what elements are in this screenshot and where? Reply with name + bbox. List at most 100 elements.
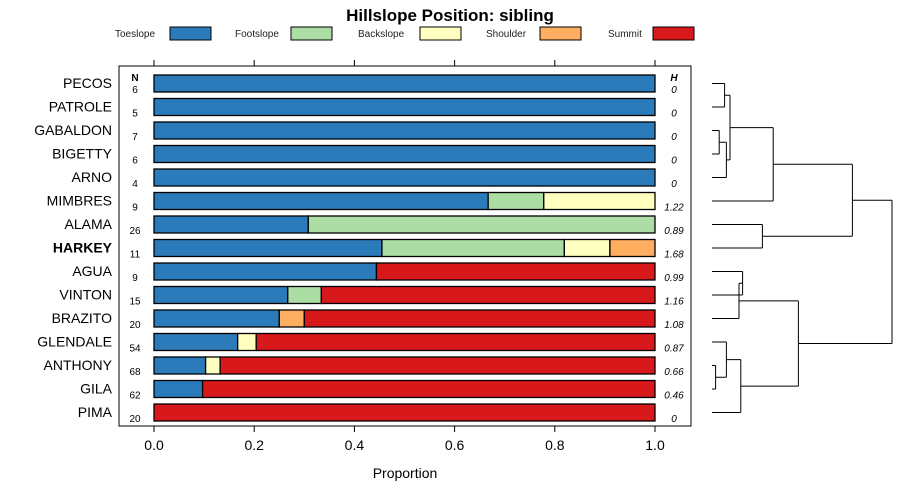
- bar-segment-toeslope: [153, 285, 289, 305]
- x-tick-label: 0.4: [345, 437, 365, 453]
- n-value: 5: [132, 109, 138, 120]
- bar-segment-summit: [255, 332, 656, 352]
- bar-segment-backslope: [237, 332, 257, 352]
- h-value: 0.87: [664, 344, 684, 355]
- row-harkey: HARKEY 11 1.68: [53, 238, 684, 261]
- n-value: 15: [129, 297, 141, 308]
- legend-label-toeslope: Toeslope: [115, 29, 155, 40]
- h-value: 0.99: [664, 273, 684, 284]
- category-label: AGUA: [72, 263, 112, 279]
- legend: Toeslope Footslope Backslope Shoulder Summit: [115, 26, 695, 41]
- dendrogram: [712, 83, 893, 413]
- legend-swatch-toeslope: [169, 26, 212, 41]
- n-value: 54: [129, 344, 141, 355]
- x-tick-label: 0.2: [244, 437, 264, 453]
- n-value: 26: [129, 226, 141, 237]
- bar-segment-shoulder: [609, 238, 656, 258]
- n-value: 11: [130, 250, 141, 261]
- h-value: 0.66: [664, 367, 684, 378]
- bar-segment-toeslope: [153, 97, 656, 117]
- legend-label-backslope: Backslope: [358, 29, 405, 40]
- bar-segment-toeslope: [153, 238, 383, 258]
- bar-segment-toeslope: [153, 74, 656, 93]
- row-gila: GILA 62 0.46: [80, 379, 684, 402]
- legend-swatch-backslope: [419, 26, 462, 41]
- category-label: PIMA: [78, 404, 113, 420]
- category-label: BRAZITO: [52, 310, 113, 326]
- row-pecos: PECOS 6 0: [63, 74, 677, 96]
- row-patrole: PATROLE 5 0: [49, 97, 677, 120]
- row-anthony: ANTHONY 68 0.66: [44, 356, 684, 378]
- bar-segment-backslope: [204, 356, 221, 375]
- bar-segment-toeslope: [153, 121, 656, 140]
- bar-segment-summit: [153, 403, 656, 422]
- n-value: 7: [132, 132, 138, 143]
- legend-label-summit: Summit: [608, 29, 642, 40]
- x-tick-label: 0.8: [545, 437, 565, 453]
- bar-segment-toeslope: [153, 262, 378, 281]
- bar-segment-footslope: [487, 191, 545, 211]
- row-agua: AGUA 9 0.99: [72, 262, 684, 284]
- bar-segment-toeslope: [153, 379, 204, 399]
- category-label: HARKEY: [53, 240, 113, 256]
- bar-segment-toeslope: [153, 168, 656, 187]
- x-tick-label: 0.0: [144, 437, 164, 453]
- n-value: 20: [129, 320, 141, 331]
- row-pima: PIMA 20 0: [78, 403, 677, 425]
- bar-segment-toeslope: [153, 191, 489, 211]
- bar-segment-toeslope: [153, 356, 207, 375]
- category-label: ARNO: [72, 169, 113, 185]
- h-value: 0: [671, 179, 677, 190]
- category-label: GABALDON: [34, 122, 112, 138]
- bar-segment-toeslope: [153, 144, 656, 164]
- n-value: 20: [129, 414, 141, 425]
- n-value: 9: [132, 203, 138, 214]
- bar-segment-footslope: [307, 215, 656, 234]
- category-label: GLENDALE: [37, 334, 112, 350]
- category-label: MIMBRES: [47, 193, 112, 209]
- category-label: PATROLE: [49, 99, 112, 115]
- top-axis-ticks: [153, 60, 656, 66]
- category-label: ALAMA: [65, 216, 113, 232]
- bar-segment-summit: [303, 309, 656, 328]
- h-value: 0.89: [664, 226, 684, 237]
- x-axis: 0.0 0.2 0.4 0.6 0.8 1.0: [144, 426, 665, 453]
- legend-swatch-summit: [652, 26, 695, 41]
- h-value: 0: [671, 109, 677, 120]
- bar-segment-summit: [219, 356, 656, 375]
- bar-segment-toeslope: [153, 332, 239, 352]
- bar-segment-toeslope: [153, 309, 280, 328]
- row-bigetty: BIGETTY 6 0: [52, 144, 677, 167]
- row-gabaldon: GABALDON 7 0: [34, 121, 677, 143]
- h-value: 1.08: [664, 320, 684, 331]
- h-value: 0: [671, 132, 677, 143]
- h-value: 1.68: [664, 250, 684, 261]
- bar-segment-shoulder: [278, 309, 305, 328]
- bar-rows: PECOS 6 0 PATROLE 5 0 GABALDON 7 0 BIGETTY 6 0 ARNO 4…: [34, 74, 684, 425]
- plot-panel: [118, 65, 692, 427]
- h-column-header: H: [670, 73, 678, 84]
- h-value: 0: [671, 156, 677, 167]
- h-value: 1.16: [664, 297, 684, 308]
- category-label: ANTHONY: [44, 357, 113, 373]
- bar-segment-toeslope: [153, 215, 309, 234]
- n-value: 62: [129, 391, 141, 402]
- n-value: 6: [132, 85, 138, 96]
- legend-label-shoulder: Shoulder: [486, 29, 527, 40]
- n-value: 4: [132, 179, 138, 190]
- n-column-header: N: [131, 73, 138, 84]
- chart-title: Hillslope Position: sibling: [346, 6, 554, 25]
- category-label: GILA: [80, 381, 113, 397]
- row-arno: ARNO 4 0: [72, 168, 677, 190]
- bar-segment-footslope: [381, 238, 565, 258]
- legend-label-footslope: Footslope: [235, 29, 279, 40]
- bar-segment-summit: [320, 285, 656, 305]
- h-value: 0: [671, 85, 677, 96]
- row-brazito: BRAZITO 20 1.08: [52, 309, 684, 331]
- h-value: 0.46: [664, 391, 684, 402]
- n-value: 68: [129, 367, 141, 378]
- legend-swatch-footslope: [290, 26, 333, 41]
- bar-segment-footslope: [287, 285, 322, 305]
- h-value: 0: [671, 414, 677, 425]
